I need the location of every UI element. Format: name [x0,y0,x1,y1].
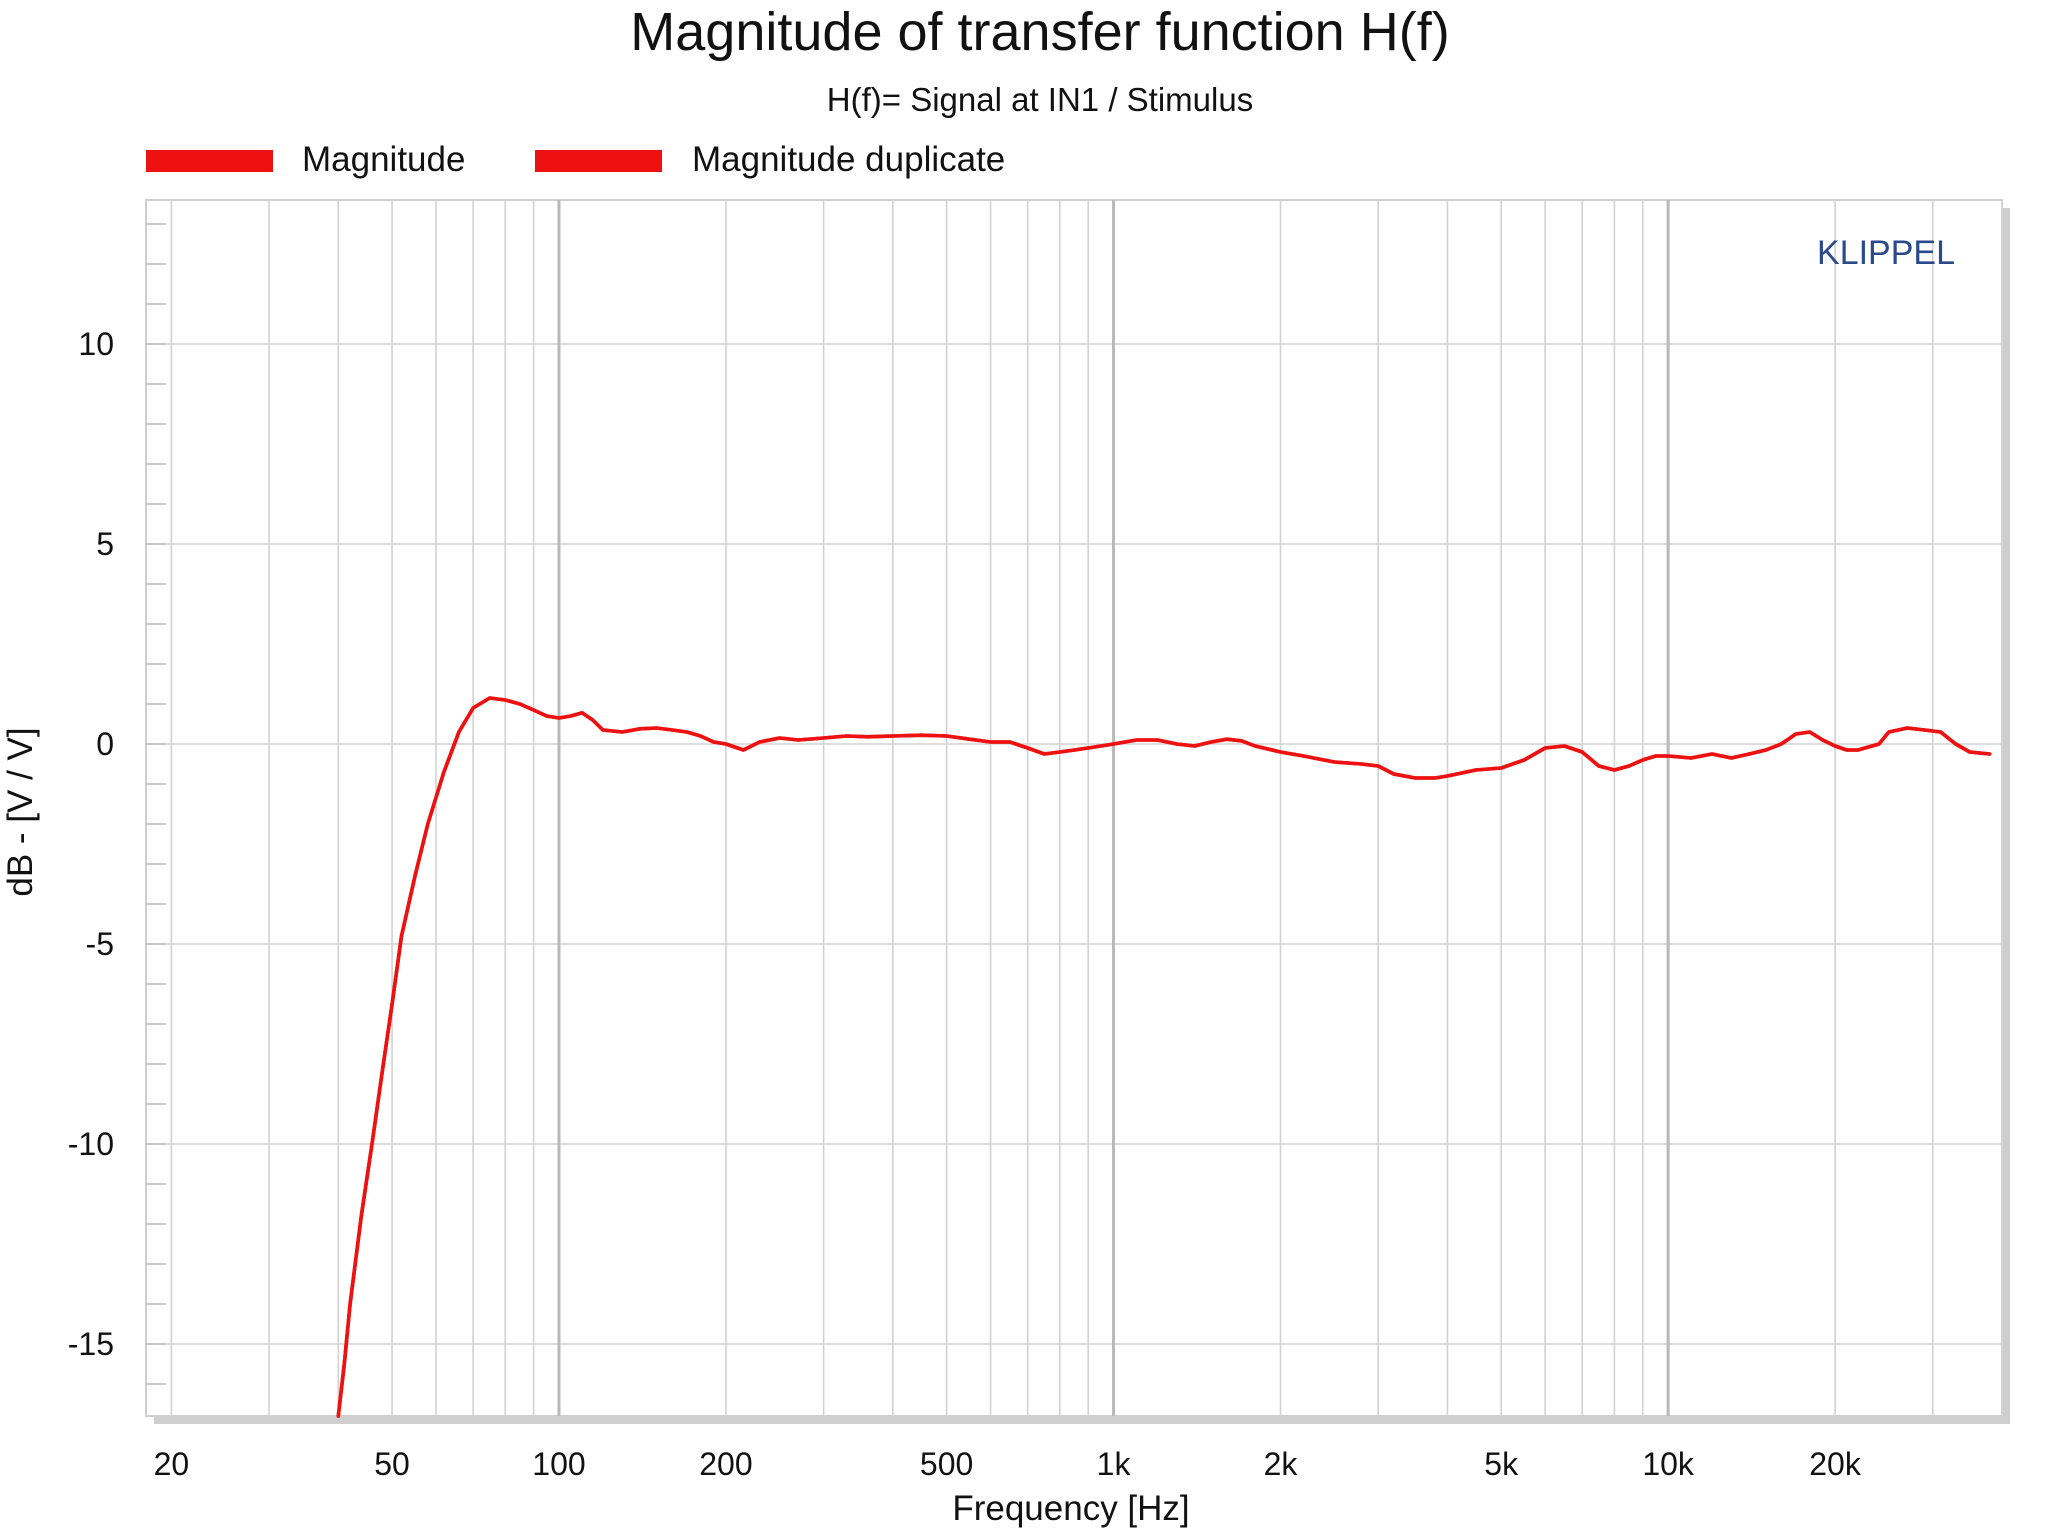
x-tick-label-20k: 20k [1809,1446,1862,1482]
chart-title: Magnitude of transfer function H(f) [630,2,1449,62]
y-tick-labels: 10 5 0 -5 -10 -15 [68,326,114,1362]
x-tick-label-50: 50 [374,1446,410,1482]
legend: Magnitude Magnitude duplicate [146,140,1005,179]
x-tick-label-5k: 5k [1484,1446,1519,1482]
x-tick-label-200: 200 [699,1446,752,1482]
y-tick-label--5: -5 [86,926,114,962]
x-tick-label-1k: 1k [1097,1446,1132,1482]
grid-minor [146,200,2003,1416]
legend-label-magnitude-duplicate: Magnitude duplicate [692,140,1005,179]
x-axis-title: Frequency [Hz] [952,1489,1189,1528]
legend-swatch-magnitude-duplicate [535,150,662,172]
y-tick-label-5: 5 [96,526,114,562]
x-tick-label-10k: 10k [1642,1446,1695,1482]
legend-swatch-magnitude [146,150,273,172]
x-tick-label-500: 500 [920,1446,973,1482]
y-tick-label--15: -15 [68,1326,114,1362]
x-tick-label-100: 100 [532,1446,585,1482]
series-layer [336,696,1992,1418]
legend-label-magnitude: Magnitude [302,140,465,179]
y-tick-label-10: 10 [78,326,114,362]
x-tick-labels: 20 50 100 200 500 1k 2k 5k 10k 20k [154,1446,1862,1482]
y-tick-label--10: -10 [68,1126,114,1162]
y-minor-ticks [146,223,166,1385]
y-axis-title: dB - [V / V] [1,727,40,896]
x-tick-label-2k: 2k [1264,1446,1299,1482]
grid-major [557,200,1670,1416]
series-line-magnitude-duplicate [336,696,1992,1418]
klippel-watermark: KLIPPEL [1817,234,1955,272]
x-tick-label-20: 20 [154,1446,190,1482]
plot-area [145,199,2003,1417]
chart-subtitle: H(f)= Signal at IN1 / Stimulus [827,81,1253,118]
y-tick-label-0: 0 [96,726,114,762]
